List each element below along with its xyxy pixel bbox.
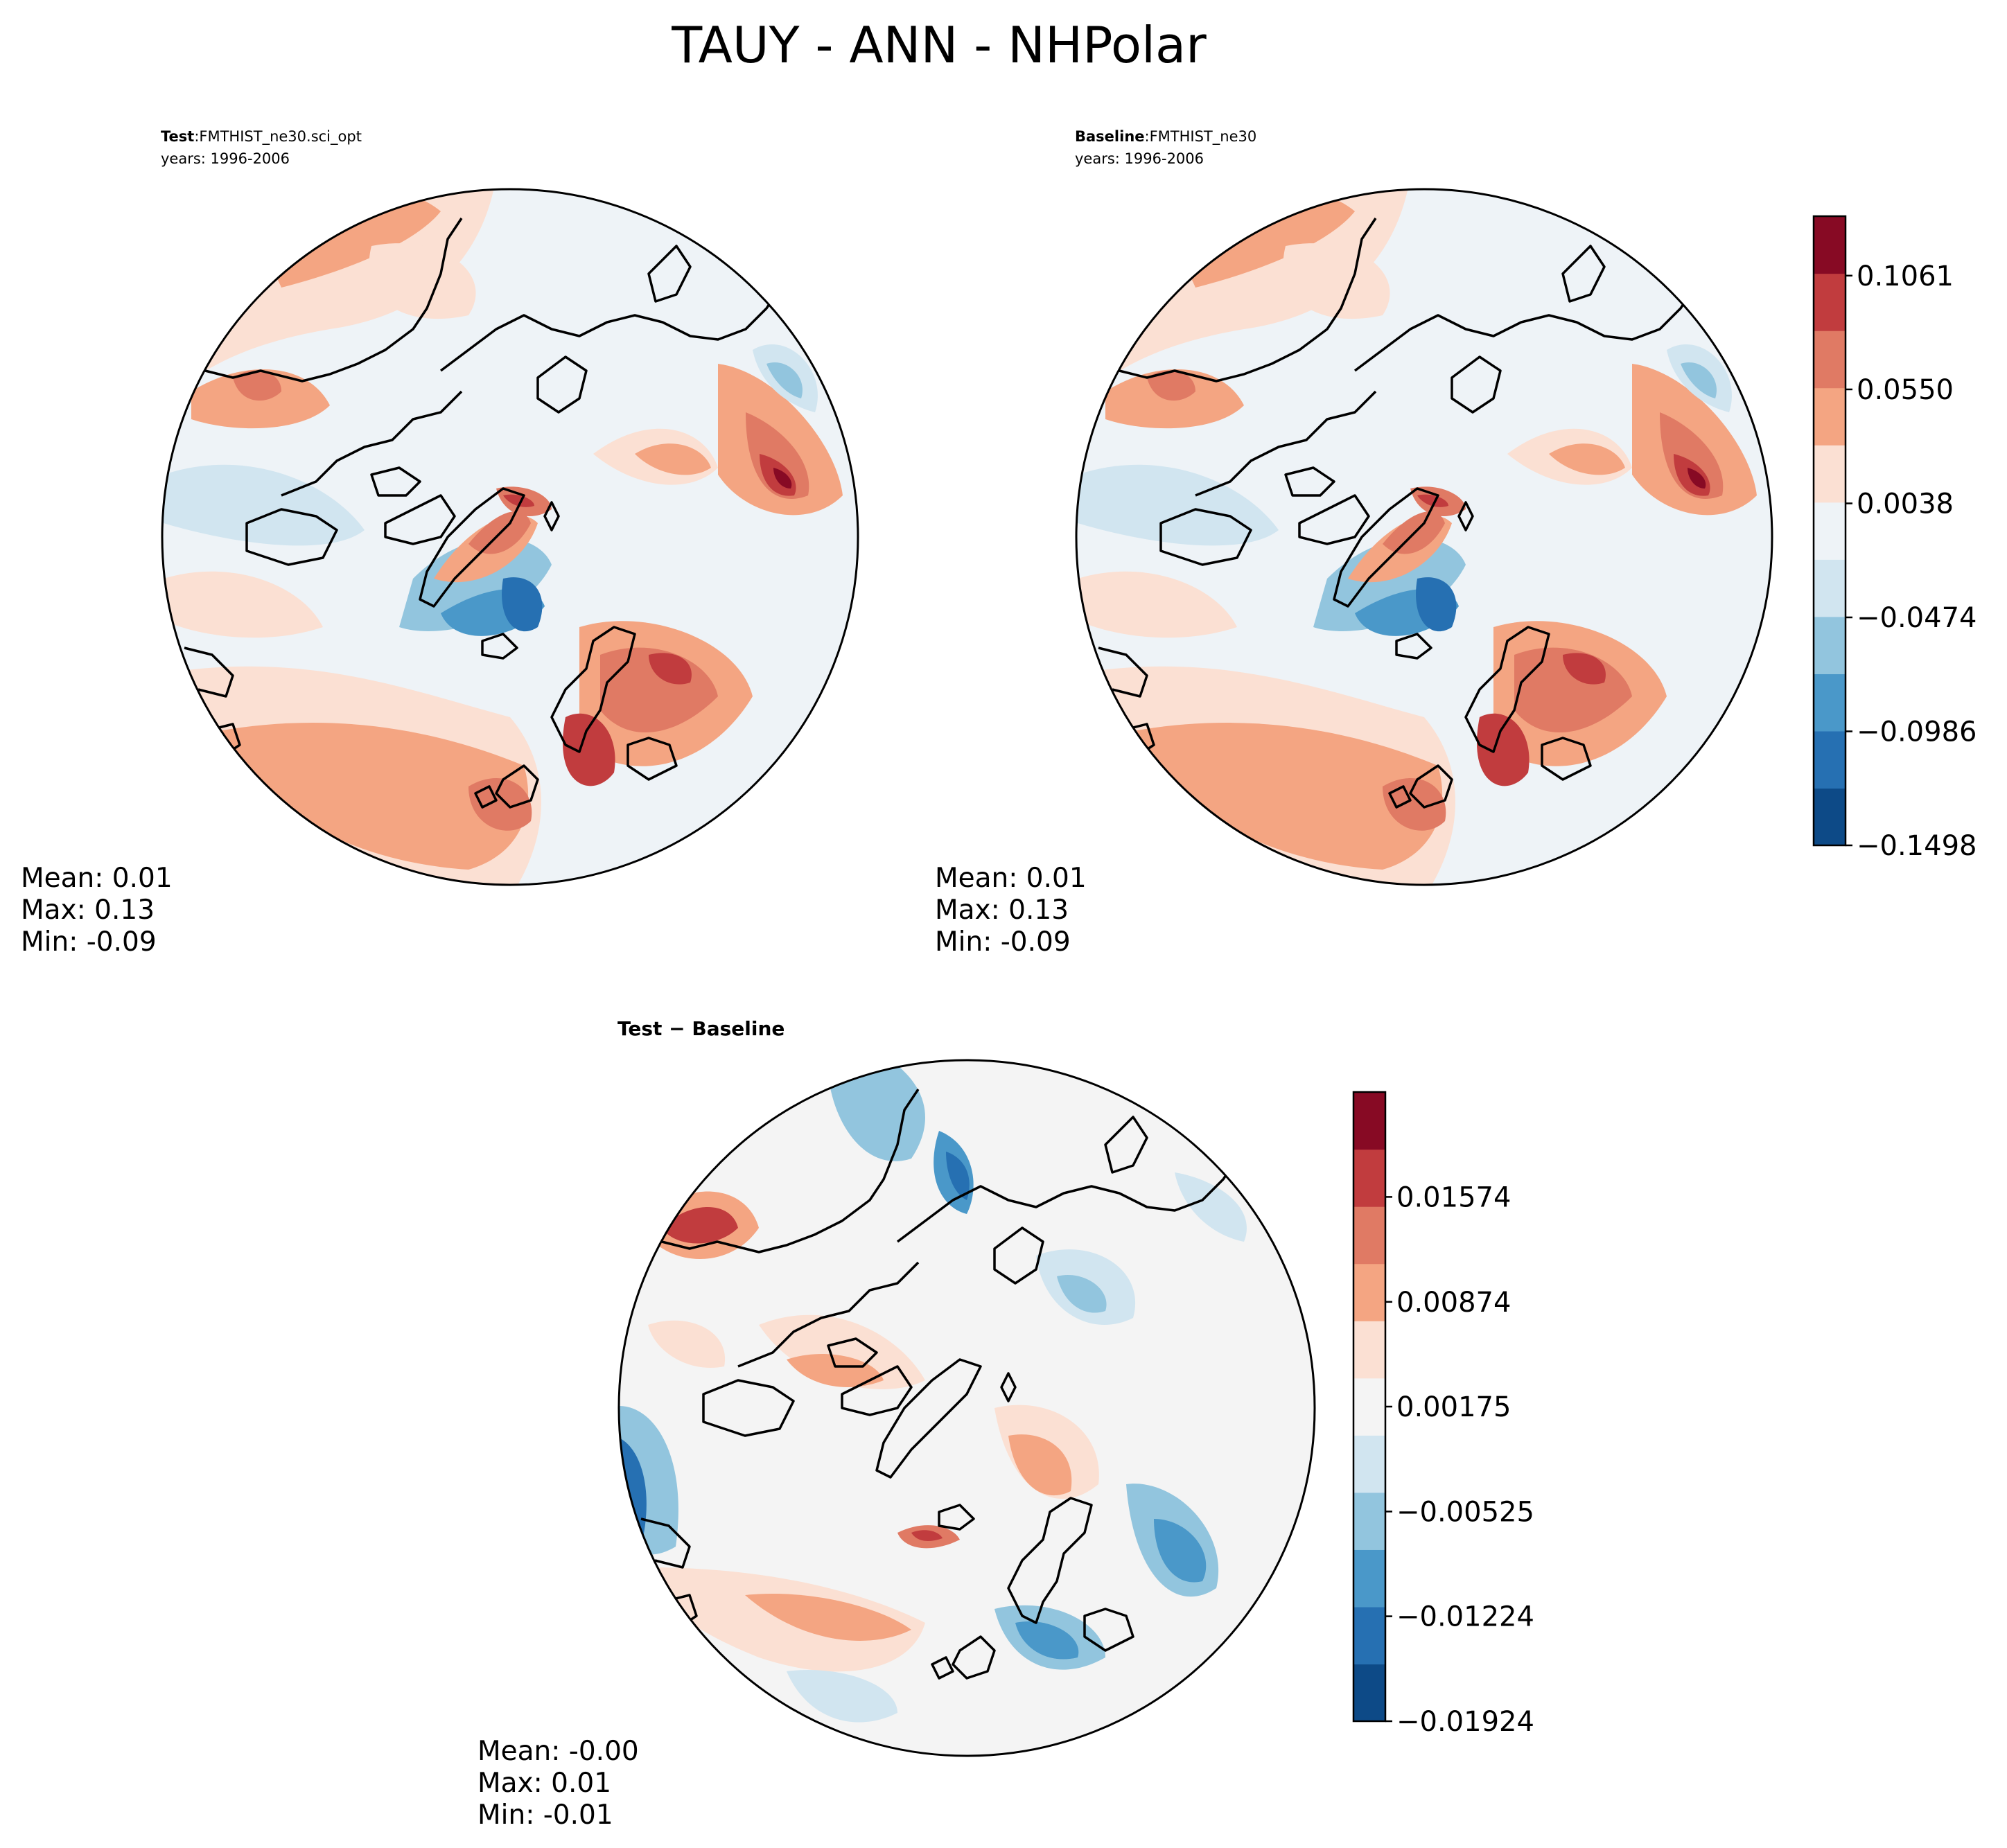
test-mean: Mean: 0.01	[21, 863, 173, 894]
colorbar-main-segment	[1814, 674, 1846, 732]
colorbar-main-segment	[1814, 387, 1846, 446]
baseline-label: Baseline:FMTHIST_ne30	[1075, 128, 1256, 146]
panel-baseline: Baseline:FMTHIST_ne30 years: 1996-2006 M…	[935, 128, 1773, 958]
colorbar-diff-segment	[1353, 1606, 1385, 1665]
panel-difference: Test − Baseline Mean: -0.00 Max: 0.01 Mi…	[477, 1017, 1316, 1831]
test-max: Max: 0.13	[21, 895, 155, 926]
baseline-min: Min: -0.09	[935, 926, 1071, 958]
test-label-sep: :	[194, 128, 199, 145]
test-label-bold: Test	[161, 128, 194, 145]
diff-map-border	[617, 1059, 1316, 1757]
test-years: years: 1996-2006	[161, 150, 290, 167]
baseline-map	[1076, 189, 1772, 885]
baseline-years: years: 1996-2006	[1075, 150, 1204, 167]
diff-max: Max: 0.01	[477, 1768, 611, 1799]
colorbar-diff: 0.01574 0.00874 0.00175 −0.00525 −0.01224 −0.…	[1352, 1091, 1534, 1738]
colorbar-diff-segment	[1353, 1492, 1385, 1550]
colorbar-diff-segment	[1353, 1435, 1385, 1493]
colorbar-main-segment	[1814, 273, 1846, 331]
colorbar-main-segment	[1814, 331, 1846, 389]
baseline-map-border	[1075, 188, 1773, 886]
colorbar-diff-segment	[1353, 1549, 1385, 1608]
test-map-border	[161, 188, 859, 886]
colorbar-diff-tick-label: 0.01574	[1396, 1181, 1511, 1213]
baseline-label-bold: Baseline	[1075, 128, 1145, 145]
panel-test: Test:FMTHIST_ne30.sci_opt years: 1996-20…	[21, 128, 859, 958]
colorbar-main: 0.1061 0.0550 0.0038 −0.0474 −0.0986 −0.1498	[1812, 215, 1977, 862]
colorbar-main-tick-label: 0.1061	[1857, 261, 1954, 292]
colorbar-main-tick-label: −0.0986	[1857, 716, 1977, 748]
colorbar-main-frame	[1812, 215, 1847, 847]
colorbar-main-segment	[1814, 559, 1846, 617]
baseline-case: FMTHIST_ne30	[1150, 128, 1257, 146]
diff-mean: Mean: -0.00	[477, 1736, 639, 1767]
colorbar-diff-segment	[1353, 1263, 1385, 1321]
colorbar-main-tick-label: 0.0038	[1857, 488, 1954, 520]
baseline-max: Max: 0.13	[935, 895, 1069, 926]
colorbar-diff-segment	[1353, 1378, 1385, 1436]
colorbar-diff-segment	[1353, 1664, 1385, 1722]
colorbar-diff-tick-label: −0.00525	[1396, 1496, 1534, 1528]
baseline-label-sep: :	[1145, 128, 1150, 145]
colorbar-main-tick-label: −0.0474	[1857, 602, 1977, 634]
test-map	[162, 189, 858, 885]
colorbar-diff-tick-label: 0.00874	[1396, 1287, 1511, 1319]
diff-title: Test − Baseline	[617, 1017, 785, 1040]
diff-min: Min: -0.01	[477, 1799, 613, 1831]
colorbar-diff-segment	[1353, 1321, 1385, 1379]
colorbar-main-segment	[1814, 502, 1846, 560]
colorbar-main-tick-label: 0.0550	[1857, 374, 1954, 406]
colorbar-diff-segment	[1353, 1092, 1385, 1150]
colorbar-main-segment	[1814, 445, 1846, 503]
colorbar-main-tick-label: −0.1498	[1857, 830, 1977, 862]
colorbar-main-segment	[1814, 616, 1846, 674]
figure-title: TAUY - ANN - NHPolar	[671, 16, 1207, 74]
test-case: FMTHIST_ne30.sci_opt	[199, 128, 362, 146]
test-label: Test:FMTHIST_ne30.sci_opt	[161, 128, 362, 146]
colorbar-main-segment	[1814, 788, 1846, 846]
colorbar-diff-segment	[1353, 1149, 1385, 1207]
colorbar-diff-tick-label: 0.00175	[1396, 1391, 1511, 1423]
colorbar-main-segment	[1814, 216, 1846, 274]
colorbar-diff-tick-label: −0.01224	[1396, 1601, 1534, 1633]
test-min: Min: -0.09	[21, 926, 157, 958]
baseline-mean: Mean: 0.01	[935, 863, 1087, 894]
colorbar-diff-tick-label: −0.01924	[1396, 1706, 1534, 1738]
colorbar-diff-segment	[1353, 1206, 1385, 1265]
colorbar-main-segment	[1814, 730, 1846, 789]
